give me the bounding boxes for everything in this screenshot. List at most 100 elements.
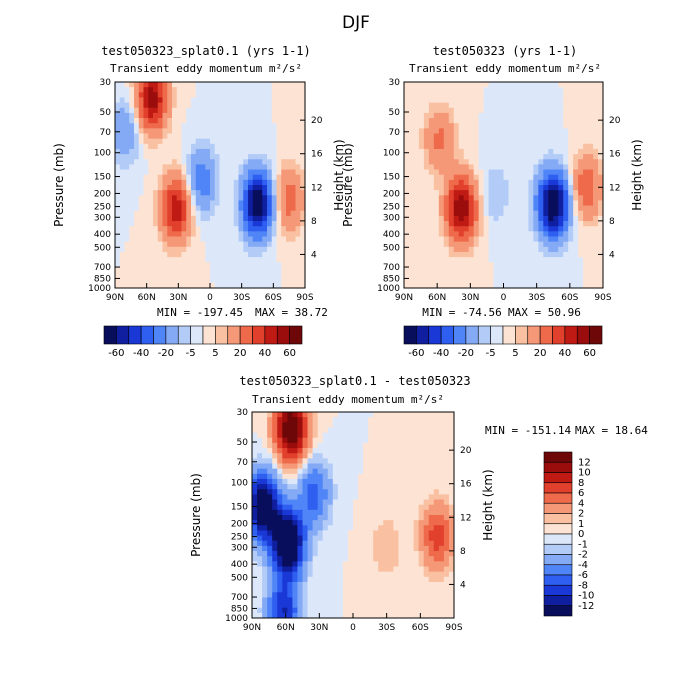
heatmap-cell — [233, 82, 239, 88]
heatmap-cell — [428, 499, 435, 506]
heatmap-cell — [443, 272, 450, 279]
heatmap-cell — [186, 272, 192, 279]
heatmap-cell — [518, 246, 524, 253]
heatmap-cell — [428, 545, 435, 552]
heatmap-cell — [438, 215, 445, 222]
heatmap-cell — [403, 530, 409, 536]
heatmap-cell — [276, 241, 282, 248]
heatmap-cell — [342, 484, 349, 490]
heatmap-cell — [483, 272, 489, 279]
heatmap-cell — [295, 87, 301, 93]
heatmap-cell — [124, 92, 130, 98]
heatmap-cell — [134, 231, 140, 237]
heatmap-cell — [272, 463, 278, 470]
heatmap-cell — [200, 262, 206, 268]
heatmap-cell — [418, 102, 425, 109]
heatmap-cell — [568, 195, 574, 201]
heatmap-cell — [302, 540, 308, 547]
heatmap-cell — [181, 123, 187, 129]
heatmap-cell — [119, 257, 125, 263]
heatmap-cell — [503, 226, 509, 232]
heatmap-cell — [503, 174, 509, 181]
heatmap-cell — [342, 442, 349, 449]
heatmap-cell — [443, 241, 450, 248]
heatmap-cell — [428, 540, 435, 547]
heatmap-cell — [503, 221, 509, 227]
heatmap-cell — [358, 607, 364, 614]
heatmap-cell — [267, 509, 273, 516]
heatmap-cell — [295, 226, 301, 232]
heatmap-cell — [262, 540, 268, 547]
heatmap-cell — [503, 164, 509, 170]
heatmap-cell — [404, 143, 410, 150]
heatmap-cell — [388, 458, 394, 464]
heatmap-cell — [205, 241, 211, 248]
heatmap-cell — [443, 489, 450, 495]
heatmap-cell — [553, 231, 559, 237]
heatmap-cell — [252, 494, 258, 500]
heatmap-cell — [282, 587, 288, 593]
heatmap-cell — [578, 272, 584, 279]
heatmap-cell — [267, 138, 273, 145]
heatmap-cell — [408, 412, 414, 418]
heatmap-cell — [538, 148, 544, 155]
heatmap-cell — [195, 82, 201, 88]
heatmap-cell — [252, 571, 258, 578]
heatmap-cell — [353, 504, 359, 511]
heatmap-cell — [468, 262, 475, 268]
heatmap-cell — [398, 587, 404, 593]
heatmap-cell — [568, 179, 574, 186]
heatmap-cell — [176, 226, 182, 232]
heatmap-cell — [267, 262, 273, 268]
y-tick-label: 300 — [383, 213, 400, 223]
heatmap-cell — [172, 179, 178, 186]
heatmap-cell — [176, 272, 182, 279]
heatmap-cell — [448, 226, 455, 232]
heatmap-cell — [373, 592, 379, 598]
heatmap-cell — [148, 200, 154, 206]
heatmap-cell — [243, 169, 249, 176]
heatmap-cell — [252, 159, 258, 165]
heatmap-cell — [271, 267, 277, 273]
heatmap-cell — [404, 97, 410, 103]
heatmap-cell — [428, 422, 435, 428]
heatmap-cell — [543, 133, 549, 140]
heatmap-cell — [243, 159, 249, 165]
heatmap-cell — [332, 561, 339, 567]
heatmap-cell — [322, 509, 329, 516]
heatmap-cell — [468, 159, 475, 165]
heatmap-cell — [418, 597, 425, 603]
y2-tick-label: 16 — [609, 150, 621, 160]
heatmap-cell — [568, 174, 574, 181]
heatmap-cell — [373, 515, 379, 521]
heatmap-cell — [493, 251, 499, 258]
heatmap-cell — [398, 463, 404, 470]
heatmap-cell — [243, 282, 249, 289]
heatmap-cell — [252, 231, 258, 237]
heatmap-cell — [443, 551, 450, 557]
heatmap-cell — [181, 133, 187, 140]
heatmap-cell — [533, 185, 539, 191]
heatmap-cell — [262, 97, 268, 103]
heatmap-cell — [448, 597, 455, 603]
heatmap-cell — [157, 138, 163, 145]
heatmap-cell — [538, 102, 544, 109]
heatmap-cell — [297, 484, 303, 490]
heatmap-cell — [533, 226, 539, 232]
heatmap-cell — [393, 587, 399, 593]
heatmap-cell — [312, 607, 319, 614]
heatmap-cell — [404, 133, 410, 140]
heatmap-cell — [558, 221, 564, 227]
heatmap-cell — [302, 566, 308, 573]
heatmap-cell — [528, 138, 534, 145]
heatmap-cell — [153, 143, 159, 150]
heatmap-cell — [453, 82, 460, 88]
heatmap-cell — [347, 535, 354, 542]
heatmap-cell — [533, 164, 539, 170]
heatmap-cell — [493, 118, 499, 124]
heatmap-cell — [518, 236, 524, 243]
heatmap-cell — [272, 576, 278, 583]
heatmap-cell — [453, 133, 460, 140]
heatmap-cell — [448, 448, 455, 454]
heatmap-cell — [181, 195, 187, 201]
